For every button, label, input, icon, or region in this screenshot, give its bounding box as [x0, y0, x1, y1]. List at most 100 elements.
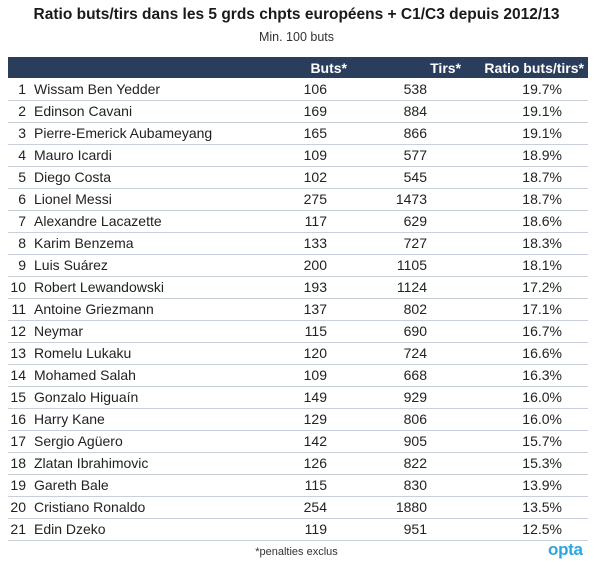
ratio-cell: 19.1%: [522, 103, 562, 119]
player-name-cell: Pierre-Emerick Aubameyang: [34, 125, 213, 141]
rank-cell: 18: [10, 455, 26, 471]
buts-cell: 119: [304, 521, 327, 537]
buts-cell: 115: [304, 477, 327, 493]
header-buts: Buts*: [310, 59, 347, 76]
player-name-cell: Cristiano Ronaldo: [34, 499, 146, 515]
buts-cell: 106: [303, 80, 327, 97]
tirs-cell: 577: [403, 147, 427, 163]
tirs-cell: 1105: [396, 257, 427, 273]
ratio-cell: 18.1%: [522, 257, 562, 273]
player-name-cell: Romelu Lukaku: [34, 345, 132, 361]
table-row: 16 Harry Kane 129 806 16.0%: [8, 408, 588, 430]
header-ratio: Ratio buts/tirs*: [484, 59, 584, 76]
rank-cell: 6: [18, 191, 26, 207]
rank-cell: 21: [10, 521, 26, 537]
table-header-row: Buts* Tirs* Ratio buts/tirs*: [8, 57, 588, 78]
player-name-cell: Edin Dzeko: [34, 521, 106, 537]
table-row: 15 Gonzalo Higuaín 149 929 16.0%: [8, 386, 588, 408]
tirs-cell: 822: [403, 455, 427, 471]
buts-cell: 254: [303, 499, 327, 515]
player-name-cell: Mohamed Salah: [34, 367, 136, 383]
ratio-cell: 16.0%: [522, 389, 562, 405]
rank-cell: 3: [18, 125, 26, 141]
rank-cell: 10: [10, 279, 26, 295]
ratio-cell: 18.6%: [522, 213, 562, 229]
player-name-cell: Diego Costa: [34, 169, 112, 185]
ratio-cell: 18.3%: [522, 235, 562, 251]
opta-logo: opta: [548, 540, 583, 559]
rank-cell: 12: [10, 323, 26, 339]
rank-cell: 16: [10, 411, 26, 427]
tirs-cell: 830: [403, 477, 427, 493]
buts-cell: 109: [303, 367, 327, 383]
player-name-cell: Robert Lewandowski: [34, 279, 164, 295]
table-row: 14 Mohamed Salah 109 668 16.3%: [8, 364, 588, 386]
rank-cell: 9: [18, 257, 26, 273]
ratio-cell: 17.1%: [522, 301, 562, 317]
tirs-cell: 1880: [395, 499, 427, 515]
tirs-cell: 929: [403, 389, 427, 405]
ratio-cell: 16.3%: [522, 367, 562, 383]
table-row: 5 Diego Costa 102 545 18.7%: [8, 166, 588, 188]
table-row: 10 Robert Lewandowski 193 1124 17.2%: [8, 276, 588, 298]
tirs-cell: 538: [403, 80, 427, 97]
ratio-cell: 17.2%: [522, 279, 562, 295]
buts-cell: 133: [303, 235, 327, 251]
tirs-cell: 806: [403, 411, 427, 427]
ratio-cell: 19.1%: [522, 125, 562, 141]
buts-cell: 115: [304, 323, 327, 339]
ratio-cell: 15.3%: [522, 455, 562, 471]
ratio-cell: 18.9%: [522, 147, 562, 163]
header-name: [8, 57, 240, 78]
ratio-cell: 13.5%: [522, 499, 562, 515]
buts-cell: 109: [303, 147, 327, 163]
chart-subtitle: Min. 100 buts: [258, 30, 335, 44]
buts-cell: 169: [303, 103, 327, 119]
ratio-cell: 16.7%: [522, 323, 562, 339]
chart-title: Ratio buts/tirs dans les 5 grds chpts eu…: [33, 6, 560, 23]
buts-cell: 102: [303, 169, 327, 185]
table-row: 17 Sergio Agüero 142 905 15.7%: [8, 430, 588, 452]
rank-cell: 20: [10, 499, 26, 515]
tirs-cell: 951: [403, 521, 427, 537]
buts-cell: 200: [303, 257, 327, 273]
rank-cell: 4: [18, 147, 26, 163]
table-row: 2 Edinson Cavani 169 884 19.1%: [8, 100, 588, 122]
tirs-cell: 668: [403, 367, 427, 383]
table-row: 21 Edin Dzeko 119 951 12.5%: [8, 518, 588, 540]
ratio-cell: 18.7%: [522, 191, 562, 207]
tirs-cell: 1473: [395, 191, 427, 207]
rank-cell: 5: [18, 169, 26, 185]
table-row: 8 Karim Benzema 133 727 18.3%: [8, 232, 588, 254]
ratio-cell: 15.7%: [522, 433, 562, 449]
ratio-table: Buts* Tirs* Ratio buts/tirs* 1 Wissam Ben…: [8, 57, 588, 541]
ratio-cell: 12.5%: [522, 521, 562, 537]
buts-cell: 275: [303, 191, 327, 207]
buts-cell: 142: [303, 433, 327, 449]
tirs-cell: 629: [403, 213, 427, 229]
tirs-cell: 690: [403, 323, 427, 339]
tirs-cell: 884: [403, 103, 427, 119]
tirs-cell: 1124: [396, 279, 427, 295]
ratio-cell: 18.7%: [522, 169, 562, 185]
player-name-cell: Wissam Ben Yedder: [34, 80, 161, 97]
table-row: 9 Luis Suárez 200 1105 18.1%: [8, 254, 588, 276]
rank-cell: 17: [10, 433, 26, 449]
rank-cell: 15: [10, 389, 26, 405]
ratio-cell: 19.7%: [522, 80, 562, 97]
player-name-cell: Alexandre Lacazette: [34, 213, 162, 229]
table-row: 7 Alexandre Lacazette 117 629 18.6%: [8, 210, 588, 232]
player-name-cell: Harry Kane: [34, 411, 105, 427]
buts-cell: 193: [303, 279, 327, 295]
rank-cell: 14: [10, 367, 26, 383]
table-row: 4 Mauro Icardi 109 577 18.9%: [8, 144, 588, 166]
table-row: 1 Wissam Ben Yedder 106 538 19.7%: [8, 78, 588, 100]
player-name-cell: Lionel Messi: [34, 191, 112, 207]
table-row: 19 Gareth Bale 115 830 13.9%: [8, 474, 588, 496]
rank-cell: 8: [18, 235, 26, 251]
player-name-cell: Karim Benzema: [34, 235, 134, 251]
rank-cell: 11: [11, 301, 26, 317]
table-row: 20 Cristiano Ronaldo 254 1880 13.5%: [8, 496, 588, 518]
buts-cell: 149: [303, 389, 327, 405]
buts-cell: 165: [303, 125, 327, 141]
